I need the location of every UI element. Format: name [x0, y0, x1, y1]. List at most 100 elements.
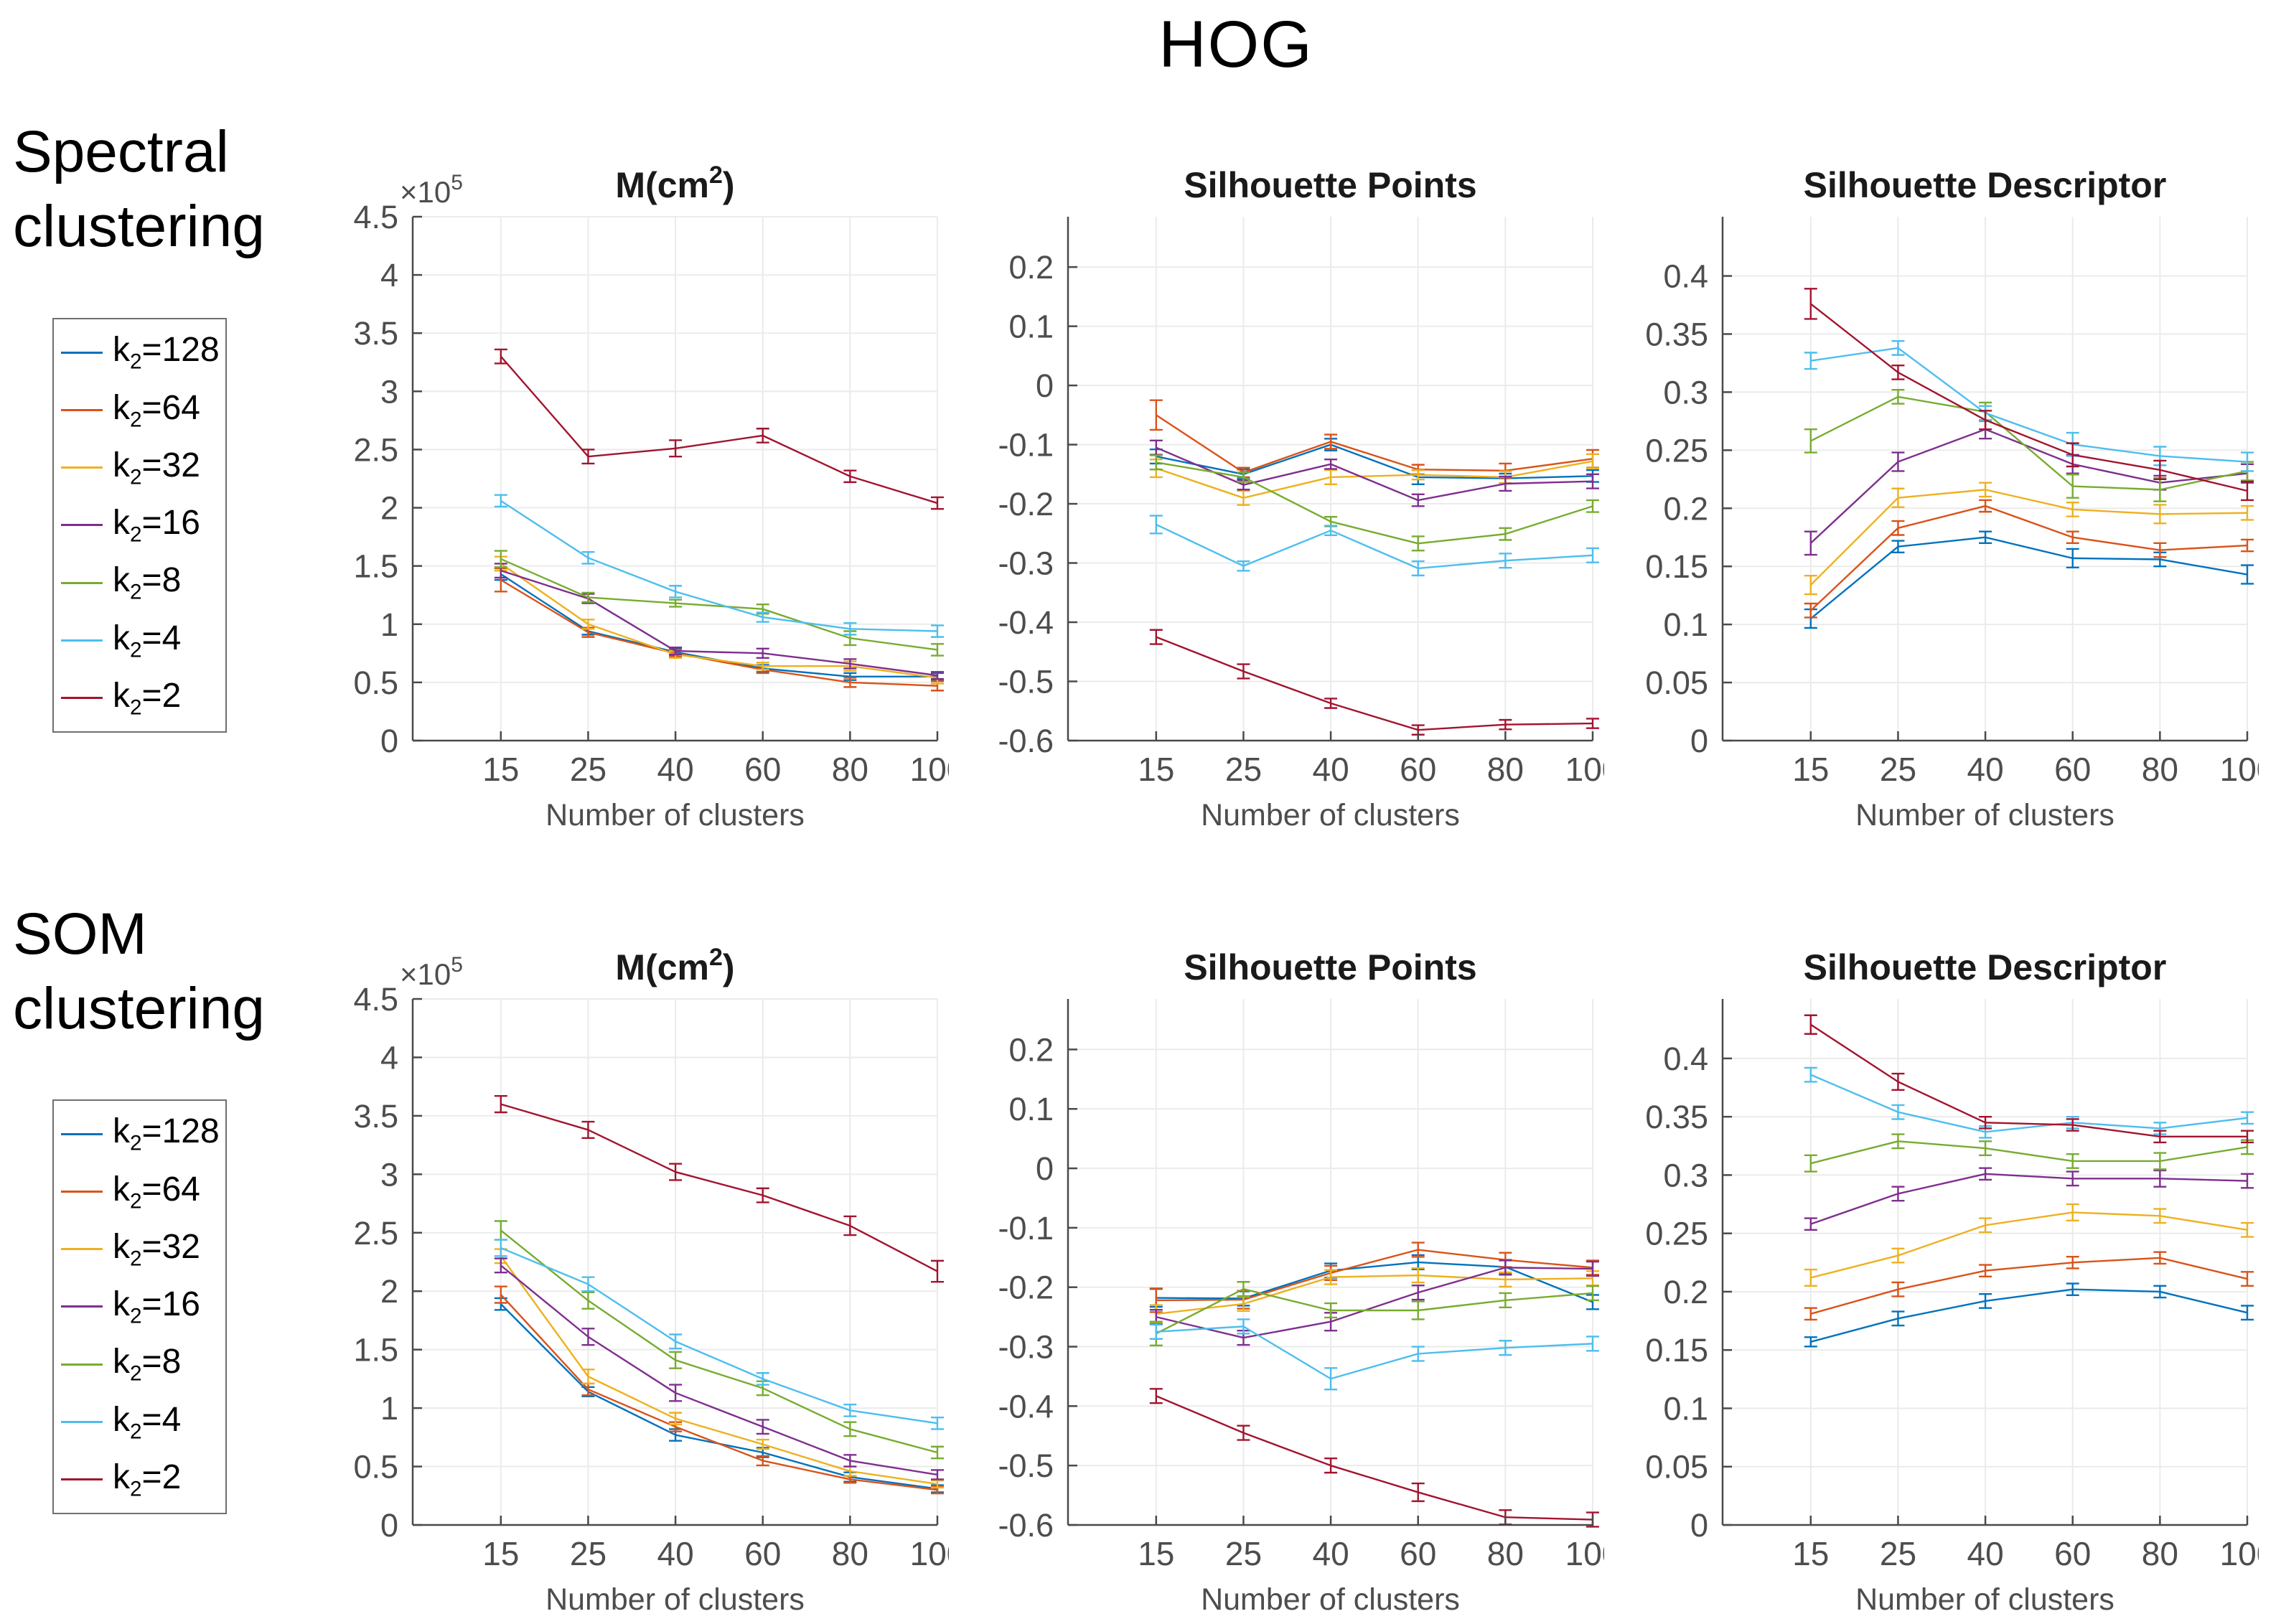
legend-line-swatch: [61, 524, 103, 527]
svg-text:15: 15: [1792, 751, 1829, 788]
svg-text:0: 0: [1690, 1507, 1708, 1544]
svg-text:0.05: 0.05: [1645, 665, 1708, 701]
legend-label: k2=128: [113, 331, 220, 374]
x-axis-label: Number of clusters: [1855, 798, 2114, 832]
svg-text:-0.2: -0.2: [998, 1269, 1054, 1306]
chart-svg: Silhouette Points-0.6-0.5-0.4-0.3-0.2-0.…: [998, 165, 1620, 832]
svg-text:60: 60: [1400, 1535, 1436, 1572]
chart-svg: M(cm2) ×105 0 0.5 1 1.5 2 2.5 3 3.5 4 4.5 15 25 40 60 80…: [353, 161, 965, 832]
svg-text:40: 40: [1312, 1535, 1349, 1572]
svg-text:2.5: 2.5: [353, 1215, 398, 1252]
series-k2-128: [1149, 1254, 1599, 1310]
legend-spectral: k2=128 k2=64 k2=32 k2=16 k2=8 k2=4 k2=2: [52, 318, 227, 733]
svg-text:0.4: 0.4: [1663, 258, 1708, 295]
series-k2-2: [494, 348, 944, 510]
series-k2-8: [1804, 388, 2254, 502]
x-tick-labels: 1525406080100: [1138, 751, 1620, 788]
svg-text:-0.4: -0.4: [998, 1388, 1054, 1424]
legend-label: k2=16: [113, 1285, 200, 1328]
series-k2-4: [1149, 515, 1599, 577]
svg-text:0: 0: [1036, 367, 1054, 404]
legend-entry-k2-4: k2=4: [54, 612, 225, 669]
svg-text:80: 80: [1487, 1535, 1524, 1572]
gridlines: [1723, 999, 2248, 1526]
svg-text:0: 0: [1036, 1150, 1054, 1187]
series-k2-32: [1149, 1267, 1599, 1324]
svg-text:0: 0: [380, 1507, 398, 1544]
svg-text:-0.1: -0.1: [998, 427, 1054, 464]
series-k2-32: [1149, 453, 1599, 506]
series-k2-16: [1149, 1259, 1599, 1346]
y-tick-labels: 0 0.5 1 1.5 2 2.5 3 3.5 4 4.5: [353, 981, 398, 1544]
chart-spectral-clustering-m-cm-: M(cm2) ×105 0 0.5 1 1.5 2 2.5 3 3.5 4 4.5 15 25 40 60 80…: [266, 161, 965, 836]
legend-label: k2=8: [113, 561, 182, 605]
svg-text:40: 40: [1967, 751, 2003, 788]
legend-label: k2=2: [113, 1458, 182, 1501]
svg-text:-0.5: -0.5: [998, 1447, 1054, 1484]
series-k2-2: [1804, 1014, 2254, 1144]
svg-text:0: 0: [380, 723, 398, 759]
series-k2-16: [494, 1257, 944, 1480]
svg-text:0.1: 0.1: [1663, 1390, 1708, 1427]
svg-text:60: 60: [744, 1535, 781, 1572]
series-k2-32: [1804, 482, 2254, 596]
svg-text:25: 25: [570, 1535, 606, 1572]
series-k2-64: [1804, 499, 2254, 619]
chart-som-clustering-silhouette-descriptor: Silhouette Descriptor 0 0.05 0.1 0.15 0.2 0.25…: [1575, 945, 2275, 1620]
svg-text:-0.6: -0.6: [998, 723, 1054, 759]
legend-line-swatch: [61, 1190, 103, 1193]
svg-text:25: 25: [1880, 751, 1916, 788]
series-k2-4: [1804, 1066, 2254, 1139]
x-axis-label: Number of clusters: [1201, 1582, 1460, 1617]
svg-text:1: 1: [380, 606, 398, 643]
series-k2-128: [494, 1297, 944, 1493]
legend-label: k2=8: [113, 1343, 182, 1386]
axes-spines: [411, 215, 939, 742]
series-k2-4: [494, 494, 944, 638]
series-k2-32: [494, 555, 944, 685]
x-axis-label: Number of clusters: [545, 798, 805, 832]
series-k2-4: [1149, 1318, 1599, 1391]
svg-text:-0.2: -0.2: [998, 486, 1054, 522]
series-k2-16: [494, 563, 944, 680]
svg-text:0.25: 0.25: [1645, 1216, 1708, 1252]
legend-entry-k2-2: k2=2: [54, 1451, 225, 1508]
chart-title: M(cm2): [615, 163, 734, 205]
row-label-som: SOM clustering: [13, 897, 265, 1046]
legend-line-swatch: [61, 351, 103, 354]
legend-label: k2=16: [113, 504, 200, 547]
series-k2-32: [494, 1248, 944, 1489]
series-k2-8: [494, 1220, 944, 1460]
svg-text:25: 25: [1225, 751, 1262, 788]
axes-spines: [1067, 217, 1594, 742]
x-axis-label: Number of clusters: [1855, 1582, 2114, 1617]
svg-text:-0.3: -0.3: [998, 545, 1054, 582]
svg-text:-0.1: -0.1: [998, 1210, 1054, 1247]
figure-title: HOG: [1158, 8, 1313, 81]
series-k2-64: [1149, 399, 1599, 479]
legend-line-swatch: [61, 1421, 103, 1424]
svg-text:80: 80: [832, 1535, 868, 1572]
series-k2-128: [1804, 530, 2254, 629]
svg-text:4: 4: [380, 1039, 398, 1076]
y-axis-multiplier: ×105: [400, 171, 463, 209]
row-label-som-line2: clustering: [13, 976, 265, 1041]
svg-text:4: 4: [380, 257, 398, 294]
chart-title: Silhouette Descriptor: [1804, 947, 2167, 987]
legend-line-swatch: [61, 1248, 103, 1251]
legend-entry-k2-128: k2=128: [54, 1106, 225, 1163]
legend-som: k2=128 k2=64 k2=32 k2=16 k2=8 k2=4 k2=2: [52, 1099, 227, 1514]
axes-spines: [411, 998, 939, 1526]
x-tick-labels: 1525406080100: [1792, 1535, 2275, 1572]
series-k2-16: [1804, 1167, 2254, 1231]
series-k2-64: [1804, 1251, 2254, 1321]
axes-spines: [1721, 217, 2249, 742]
y-tick-labels: 0 0.05 0.1 0.15 0.2 0.25 0.3 0.35 0.4: [1645, 258, 1708, 759]
legend-entry-k2-32: k2=32: [54, 1221, 225, 1277]
gridlines: [413, 998, 938, 1526]
x-axis-label: Number of clusters: [1201, 798, 1460, 832]
legend-entry-k2-2: k2=2: [54, 670, 225, 726]
svg-text:-0.5: -0.5: [998, 664, 1054, 700]
series-k2-32: [1804, 1203, 2254, 1287]
series-k2-128: [1149, 438, 1599, 486]
